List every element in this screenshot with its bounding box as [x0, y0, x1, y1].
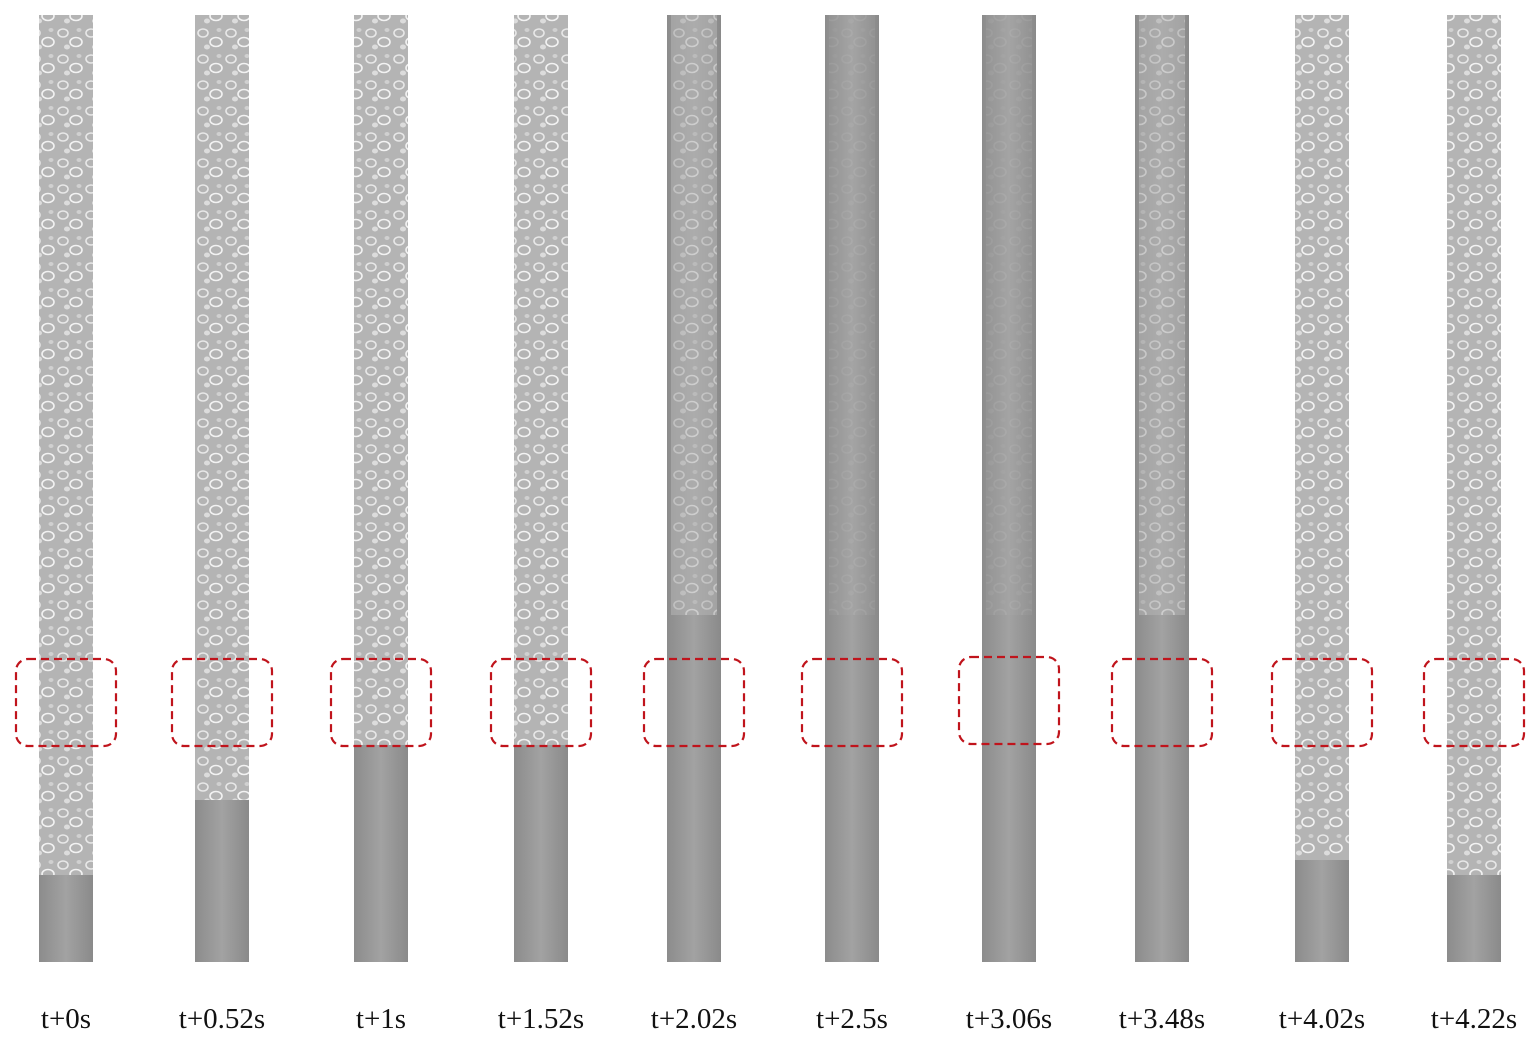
frame-label: t+4.22s [1431, 1003, 1517, 1035]
highlight-box [642, 657, 746, 748]
bubble-traces [986, 15, 1032, 615]
frame-label: t+0s [41, 1003, 91, 1035]
frame-label: t+0.52s [179, 1003, 265, 1035]
frame-label: t+3.48s [1119, 1003, 1205, 1035]
frame-label: t+2.5s [816, 1003, 888, 1035]
bubble-traces [1139, 15, 1185, 615]
tube [39, 15, 93, 962]
highlight-box [489, 657, 593, 748]
frame-label: t+2.02s [651, 1003, 737, 1035]
tube-body [1295, 15, 1349, 962]
tube [982, 15, 1036, 962]
highlight-box [800, 657, 904, 748]
liquid-slug [1295, 860, 1349, 962]
highlight-box [329, 657, 433, 748]
liquid-slug [195, 800, 249, 962]
tube [825, 15, 879, 962]
highlight-box [14, 657, 118, 748]
tube [514, 15, 568, 962]
highlight-box [1270, 657, 1374, 748]
bubble-traces [671, 15, 717, 615]
liquid-slug [354, 745, 408, 962]
highlight-box [1110, 657, 1214, 748]
tube [1135, 15, 1189, 962]
frame-label: t+3.06s [966, 1003, 1052, 1035]
tube [1295, 15, 1349, 962]
highlight-box [957, 655, 1061, 746]
liquid-slug [514, 745, 568, 962]
bubble-traces [829, 15, 875, 615]
liquid-slug [1447, 875, 1501, 962]
frame-label: t+1s [356, 1003, 406, 1035]
highlight-box [1422, 657, 1526, 748]
highlight-box [170, 657, 274, 748]
tube [195, 15, 249, 962]
liquid-slug [39, 875, 93, 962]
tube-body [39, 15, 93, 962]
tube [354, 15, 408, 962]
tube [667, 15, 721, 962]
tube [1447, 15, 1501, 962]
frame-label: t+1.52s [498, 1003, 584, 1035]
frame-label: t+4.02s [1279, 1003, 1365, 1035]
tube-body [1447, 15, 1501, 962]
